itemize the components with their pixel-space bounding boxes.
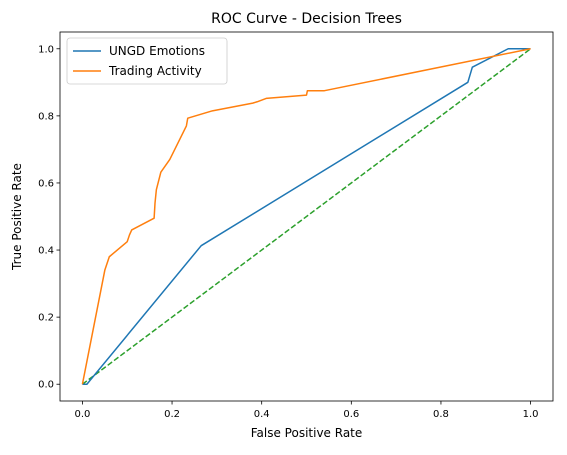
- y-tick-label: 0.4: [38, 246, 54, 257]
- y-tick-label: 0.0: [38, 380, 54, 391]
- x-tick-label: 1.0: [523, 409, 539, 420]
- legend: UNGD Emotions Trading Activity: [66, 37, 228, 85]
- x-tick-label: 0.8: [433, 409, 449, 420]
- y-tick-label: 0.6: [38, 178, 54, 189]
- series-line-0: [82, 48, 531, 385]
- plot-area: [81, 48, 532, 385]
- legend-entry: Trading Activity: [108, 64, 202, 78]
- series-line-1: [81, 48, 531, 385]
- x-tick-label: 0.6: [343, 409, 359, 420]
- legend-box: [66, 37, 228, 85]
- y-axis-label: True Positive Rate: [10, 163, 24, 271]
- x-tick-label: 0.0: [74, 409, 90, 420]
- chart-title: ROC Curve - Decision Trees: [211, 11, 402, 27]
- axes-frame: [59, 31, 554, 402]
- x-axis-label: False Positive Rate: [251, 426, 363, 440]
- y-tick-label: 1.0: [38, 44, 54, 55]
- series-line-2: [81, 48, 532, 385]
- axis-ticks: 0.0 0.2 0.4 0.6 0.8 1.0 0.0 0.2 0.4 0.6 0.8 1.0: [38, 44, 538, 420]
- x-tick-label: 0.4: [254, 409, 270, 420]
- y-tick-label: 0.8: [38, 111, 54, 122]
- y-tick-label: 0.2: [38, 313, 54, 324]
- x-tick-label: 0.2: [164, 409, 180, 420]
- legend-entry: UNGD Emotions: [109, 44, 205, 58]
